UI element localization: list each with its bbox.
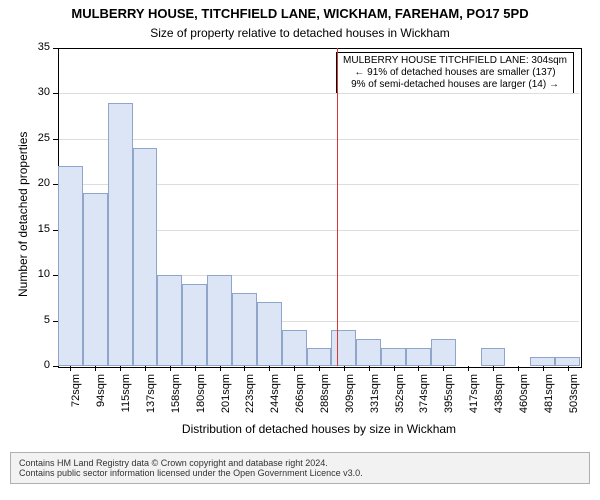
x-tick [394, 366, 395, 371]
histogram-bar [58, 166, 83, 366]
chart-title-sub: Size of property relative to detached ho… [0, 26, 600, 40]
histogram-bar [257, 302, 282, 366]
footer-line-2: Contains public sector information licen… [19, 468, 581, 478]
x-tick-label: 266sqm [294, 374, 306, 424]
x-tick-label: 158sqm [170, 374, 182, 424]
x-tick-label: 309sqm [344, 374, 356, 424]
annotation-box: MULBERRY HOUSE TITCHFIELD LANE: 304sqm ←… [336, 52, 574, 94]
histogram-bar [431, 339, 456, 366]
footer-line-1: Contains HM Land Registry data © Crown c… [19, 458, 581, 468]
x-tick-label: 374sqm [418, 374, 430, 424]
x-tick-label: 94sqm [95, 374, 107, 424]
y-tick [53, 366, 58, 367]
x-tick [294, 366, 295, 371]
x-tick [319, 366, 320, 371]
reference-line [337, 48, 338, 366]
x-tick-label: 201sqm [220, 374, 232, 424]
x-tick-label: 503sqm [568, 374, 580, 424]
x-tick [493, 366, 494, 371]
y-tick-label: 20 [26, 177, 50, 189]
x-tick-label: 331sqm [369, 374, 381, 424]
footer-attribution: Contains HM Land Registry data © Crown c… [10, 452, 590, 484]
x-tick [170, 366, 171, 371]
x-tick [195, 366, 196, 371]
y-tick-label: 35 [26, 41, 50, 53]
histogram-bar [331, 330, 356, 366]
x-tick-label: 180sqm [195, 374, 207, 424]
histogram-bar [83, 193, 108, 366]
x-tick [518, 366, 519, 371]
gridline [59, 93, 579, 94]
annotation-line-2: ← 91% of detached houses are smaller (13… [343, 67, 567, 79]
histogram-bar [381, 348, 406, 366]
y-tick-label: 5 [26, 314, 50, 326]
x-tick [120, 366, 121, 371]
x-tick [468, 366, 469, 371]
histogram-bar [282, 330, 307, 366]
x-tick [145, 366, 146, 371]
x-axis-label: Distribution of detached houses by size … [58, 422, 580, 436]
gridline [59, 139, 579, 140]
x-tick-label: 438sqm [493, 374, 505, 424]
histogram-bar [157, 275, 182, 366]
y-tick-label: 30 [26, 86, 50, 98]
x-tick-label: 115sqm [120, 374, 132, 424]
chart-container: { "chart": { "type": "histogram", "title… [0, 0, 600, 500]
x-tick-label: 395sqm [443, 374, 455, 424]
histogram-bar [232, 293, 257, 366]
x-tick-label: 481sqm [543, 374, 555, 424]
x-tick [443, 366, 444, 371]
y-tick-label: 10 [26, 268, 50, 280]
x-tick-label: 137sqm [145, 374, 157, 424]
x-tick-label: 352sqm [394, 374, 406, 424]
y-tick [53, 48, 58, 49]
x-tick-label: 417sqm [468, 374, 480, 424]
x-tick [244, 366, 245, 371]
histogram-bar [356, 339, 381, 366]
histogram-bar [481, 348, 506, 366]
y-tick-label: 0 [26, 359, 50, 371]
y-tick [53, 139, 58, 140]
histogram-bar [530, 357, 555, 366]
annotation-line-1: MULBERRY HOUSE TITCHFIELD LANE: 304sqm [343, 55, 567, 67]
annotation-line-3: 9% of semi-detached houses are larger (1… [343, 79, 567, 91]
histogram-bar [182, 284, 207, 366]
y-tick [53, 93, 58, 94]
x-tick-label: 460sqm [518, 374, 530, 424]
x-tick [95, 366, 96, 371]
x-tick [220, 366, 221, 371]
histogram-bar [133, 148, 158, 366]
x-tick [418, 366, 419, 371]
x-tick-label: 72sqm [70, 374, 82, 424]
histogram-bar [108, 103, 133, 366]
x-tick [568, 366, 569, 371]
x-tick [543, 366, 544, 371]
histogram-bar [207, 275, 232, 366]
x-tick [369, 366, 370, 371]
y-tick-label: 15 [26, 223, 50, 235]
histogram-bar [406, 348, 431, 366]
histogram-bar [555, 357, 580, 366]
x-tick [269, 366, 270, 371]
x-tick-label: 223sqm [244, 374, 256, 424]
x-tick-label: 288sqm [319, 374, 331, 424]
x-tick-label: 244sqm [269, 374, 281, 424]
chart-title-main: MULBERRY HOUSE, TITCHFIELD LANE, WICKHAM… [0, 6, 600, 21]
x-tick [70, 366, 71, 371]
histogram-bar [307, 348, 332, 366]
x-tick [344, 366, 345, 371]
y-tick-label: 25 [26, 132, 50, 144]
